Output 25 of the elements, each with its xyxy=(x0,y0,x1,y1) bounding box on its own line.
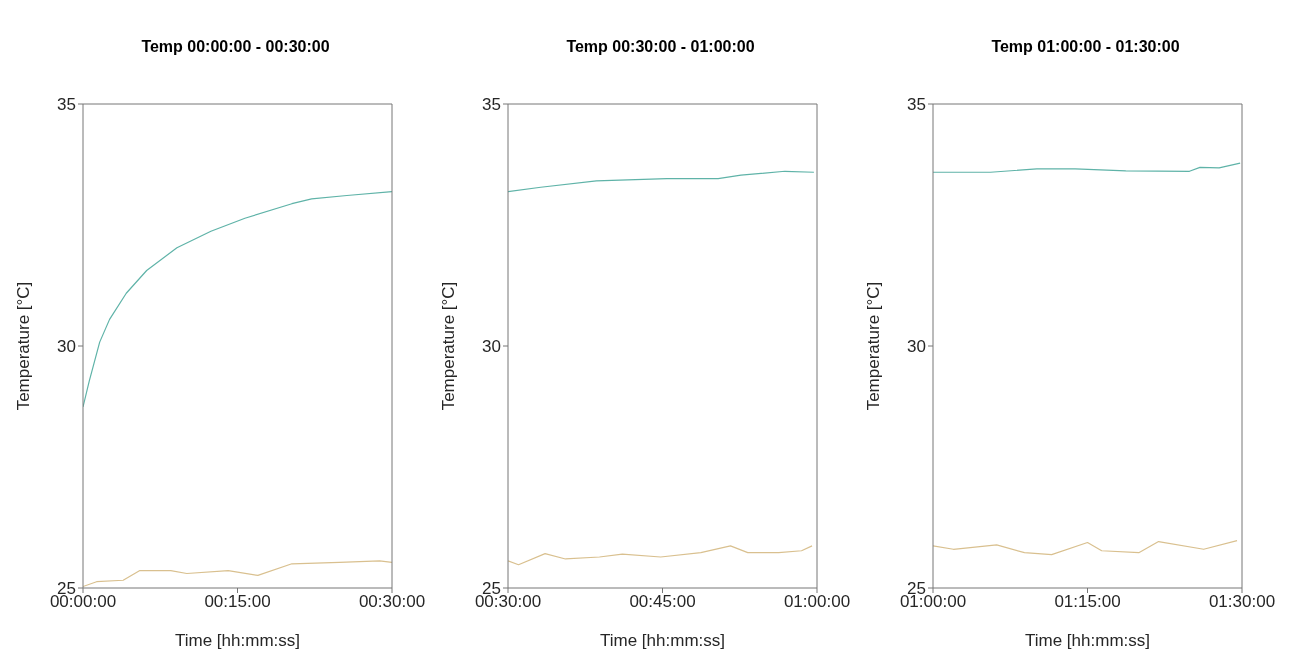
line-series xyxy=(508,170,815,193)
x-tick-label: 00:15:00 xyxy=(204,592,271,612)
y-tick-label: 30 xyxy=(907,337,926,357)
y-tick-label: 35 xyxy=(907,95,926,115)
x-tick-label: 00:45:00 xyxy=(629,592,696,612)
x-tick-label: 01:00:00 xyxy=(783,592,851,612)
y-axis-title: Temperature [°C] xyxy=(439,281,459,411)
y-axis-title: Temperature [°C] xyxy=(14,281,34,411)
line-series xyxy=(933,162,1241,173)
y-axis-title: Temperature [°C] xyxy=(864,281,884,411)
x-tick-label: 01:15:00 xyxy=(1054,592,1121,612)
x-tick-label: 00:30:00 xyxy=(358,592,426,612)
y-tick-label: 35 xyxy=(482,95,501,115)
y-tick-label: 30 xyxy=(482,337,501,357)
line-series xyxy=(508,545,813,566)
x-tick-label: 01:30:00 xyxy=(1208,592,1276,612)
chart-title: Temp 00:00:00 - 00:30:00 xyxy=(141,38,330,55)
y-tick-label: 30 xyxy=(57,337,76,357)
y-tick-label: 35 xyxy=(57,95,76,115)
line-series xyxy=(933,539,1238,556)
chart-title: Temp 00:30:00 - 01:00:00 xyxy=(566,38,755,55)
x-axis-title: Time [hh:mm:ss] xyxy=(600,631,725,650)
chart-title: Temp 01:00:00 - 01:30:00 xyxy=(991,38,1180,55)
x-axis-title: Time [hh:mm:ss] xyxy=(175,631,300,650)
x-axis-title: Time [hh:mm:ss] xyxy=(1025,631,1150,650)
